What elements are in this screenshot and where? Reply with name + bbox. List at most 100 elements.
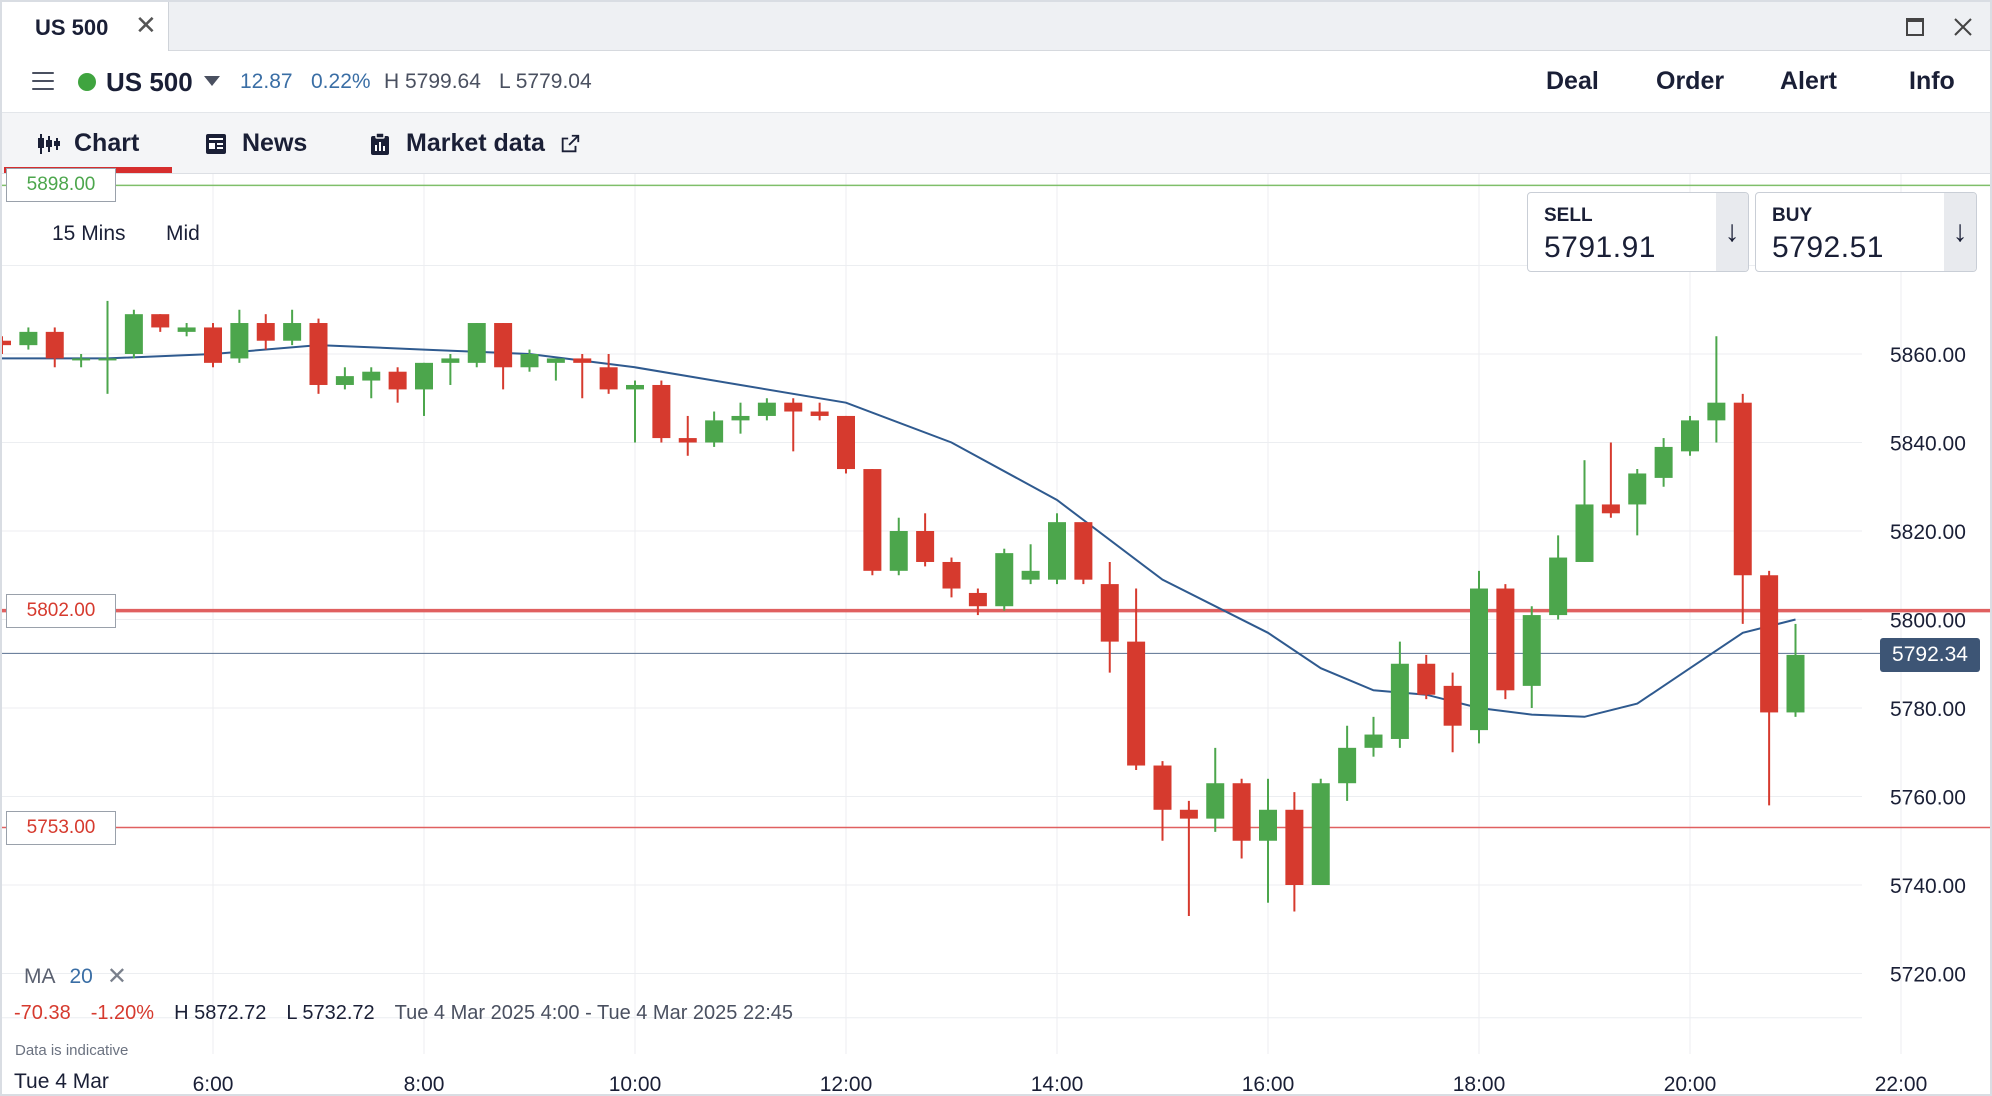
info-button[interactable]: Info <box>1909 67 1955 95</box>
level-tag-low[interactable]: 5753.00 <box>6 811 116 845</box>
chart-axes: 5720.00 5740.00 5760.00 5780.00 5800.00 5820.… <box>193 344 1966 1096</box>
tab-news-label: News <box>242 129 308 157</box>
candle <box>124 309 143 359</box>
sell-ticket[interactable]: SELL 5791.91 ↓ <box>1527 192 1749 272</box>
x-tick-label: 10:00 <box>609 1073 662 1096</box>
candle <box>1364 716 1383 757</box>
indicator-name: MA <box>24 964 56 988</box>
candle <box>1575 460 1594 562</box>
candle-body <box>573 358 592 363</box>
chart-grid <box>2 174 1902 1054</box>
tab-news[interactable]: News <box>204 113 307 174</box>
window-tab-label: US 500 <box>35 15 109 40</box>
y-tick-label: 5840.00 <box>1890 433 1966 456</box>
alert-button[interactable]: Alert <box>1780 67 1837 95</box>
price-chart[interactable]: 5720.00 5740.00 5760.00 5780.00 5800.00 5820.… <box>2 174 1990 1096</box>
candle-body <box>1470 588 1488 731</box>
y-tick-label: 5800.00 <box>1890 610 1966 633</box>
candle <box>1417 654 1436 700</box>
candle <box>1443 672 1462 753</box>
candle <box>1153 761 1172 841</box>
candle-body <box>19 331 38 346</box>
candle <box>1654 438 1673 487</box>
candle <box>415 362 433 416</box>
candle-body <box>1100 584 1119 642</box>
candle <box>810 402 829 421</box>
candle <box>863 469 882 576</box>
candle-body <box>1601 504 1620 514</box>
tab-chart[interactable]: Chart <box>36 113 139 174</box>
candle-body <box>757 402 776 416</box>
candle-body <box>362 371 381 381</box>
range-change: -70.38 <box>14 1002 71 1024</box>
candle-body <box>1522 615 1541 686</box>
tab-market-data[interactable]: Market data <box>368 113 581 174</box>
menu-icon[interactable] <box>32 72 54 90</box>
candle-body <box>2 340 11 346</box>
candlestick-icon <box>38 133 60 154</box>
candle <box>1390 641 1409 748</box>
candle-body <box>204 327 222 363</box>
ma-line-layer <box>2 344 1796 718</box>
candle <box>1338 725 1357 801</box>
candle <box>1733 393 1752 624</box>
level-tag-top[interactable]: 5898.00 <box>6 168 116 202</box>
range-stats: -70.38 -1.20% H 5872.72 L 5732.72 Tue 4 … <box>14 1002 793 1025</box>
candle-body <box>1390 663 1409 739</box>
candle-body <box>1021 570 1040 580</box>
y-tick-label: 5860.00 <box>1890 344 1966 367</box>
candle-body <box>1364 734 1383 748</box>
chevron-down-icon[interactable] <box>204 76 220 86</box>
external-link-icon <box>561 134 580 152</box>
price-type-selector[interactable]: Mid <box>166 222 200 245</box>
interval-selector[interactable]: 15 Mins <box>52 222 126 245</box>
remove-indicator-icon[interactable]: ✕ <box>106 963 127 990</box>
instrument-header: US 500 12.87 0.22% H 5799.64 L 5779.04 D… <box>2 51 1990 113</box>
candle <box>362 367 381 399</box>
candle <box>916 513 935 567</box>
maximize-icon[interactable] <box>1902 14 1928 40</box>
buy-ticket[interactable]: BUY 5792.51 ↓ <box>1755 192 1977 272</box>
window-tab[interactable]: US 500 ✕ <box>2 2 169 52</box>
close-window-icon[interactable] <box>1950 14 1976 40</box>
candles-layer <box>2 300 1805 916</box>
x-tick-label: 22:00 <box>1875 1073 1928 1096</box>
candle <box>467 323 486 368</box>
instrument-change: 12.87 <box>240 70 293 93</box>
disclaimer: Data is indicative <box>15 1042 129 1059</box>
candle <box>98 300 117 394</box>
candle <box>441 354 460 385</box>
sell-label: SELL <box>1544 205 1593 226</box>
instrument-name[interactable]: US 500 <box>106 67 193 97</box>
candle <box>626 380 644 443</box>
sell-arrow-icon: ↓ <box>1716 193 1748 271</box>
candle-body <box>863 469 882 571</box>
market-status-icon <box>78 73 96 91</box>
indicator-period[interactable]: 20 <box>69 964 93 988</box>
y-tick-label: 5820.00 <box>1890 521 1966 544</box>
y-tick-label: 5780.00 <box>1890 698 1966 721</box>
candle <box>1549 535 1568 620</box>
x-tick-label: 14:00 <box>1031 1073 1084 1096</box>
clipboard-icon <box>371 131 389 155</box>
view-tabs: Chart News Market data <box>2 113 1990 174</box>
candle-body <box>1654 446 1673 478</box>
candle <box>283 309 302 346</box>
deal-button[interactable]: Deal <box>1546 67 1599 95</box>
candle-body <box>256 323 275 341</box>
candle-body <box>1628 473 1647 505</box>
candle <box>1601 442 1620 518</box>
close-tab-icon[interactable]: ✕ <box>135 10 157 40</box>
candle-body <box>388 371 407 390</box>
candle-body <box>1575 504 1594 562</box>
candle-body <box>837 415 855 470</box>
candle-body <box>599 367 618 390</box>
candle <box>520 349 539 372</box>
order-button[interactable]: Order <box>1656 67 1725 95</box>
level-tag-mid[interactable]: 5802.00 <box>6 594 116 628</box>
candle <box>388 367 407 403</box>
candle-body <box>1417 663 1436 695</box>
candle <box>230 309 249 363</box>
candle-body <box>1338 747 1357 784</box>
candle <box>1074 522 1093 585</box>
